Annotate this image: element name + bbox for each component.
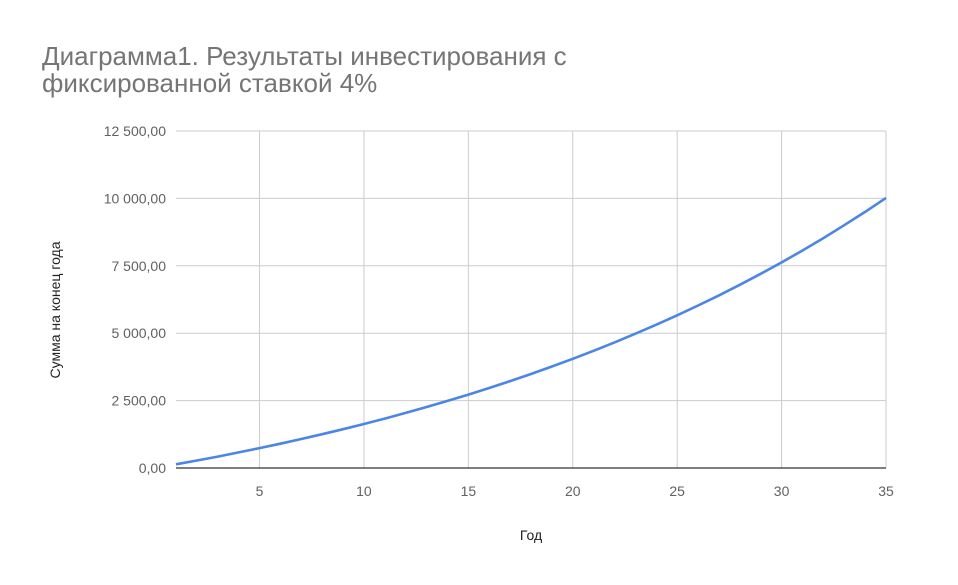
y-tick-label: 2 500,00 (112, 393, 167, 409)
y-tick-label: 10 000,00 (104, 190, 166, 206)
series-line (175, 196, 887, 466)
y-tick-label: 12 500,00 (104, 123, 166, 139)
x-tick-label: 15 (461, 483, 477, 499)
y-tick-label: 0,00 (139, 460, 166, 476)
y-tick-label: 7 500,00 (112, 258, 167, 274)
x-tick-label: 30 (774, 483, 790, 499)
grid (176, 130, 887, 469)
chart-title: Диаграмма1. Результаты инвестирования с … (42, 41, 567, 98)
y-axis-label: Сумма на конец года (47, 241, 63, 378)
x-tick-label: 25 (669, 483, 685, 499)
y-tick-label: 5 000,00 (112, 325, 167, 341)
y-axis-ticks: 0,00 2 500,00 5 000,00 7 500,00 10 000,00 12 … (104, 123, 167, 476)
x-tick-label: 20 (565, 483, 581, 499)
x-tick-label: 5 (256, 483, 264, 499)
x-axis-ticks: 5 10 15 20 25 30 35 (256, 483, 894, 499)
x-tick-label: 35 (878, 483, 894, 499)
series (175, 196, 887, 466)
x-tick-label: 10 (356, 483, 372, 499)
x-axis-label: Год (520, 527, 542, 543)
